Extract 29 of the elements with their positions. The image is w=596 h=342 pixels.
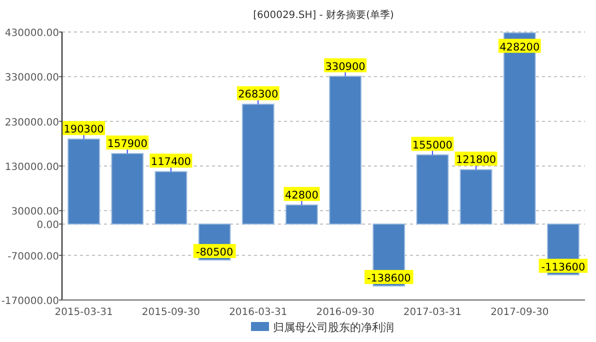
- ytick: -170000.00: [1, 296, 59, 307]
- title: [600029.SH] - 财务摘要(单季): [253, 10, 394, 21]
- xtick: 2016-09-30: [316, 307, 374, 318]
- ytick: -70000.00: [8, 251, 59, 262]
- xtick: 2015-09-30: [142, 307, 200, 318]
- data-label: -80500: [196, 246, 234, 259]
- ytick: 430000.00: [4, 28, 59, 39]
- data-label: 330900: [325, 60, 366, 73]
- legend-label: 归属母公司股东的净利润: [273, 321, 394, 334]
- data-label: 117400: [150, 156, 191, 168]
- ytick: 130000.00: [4, 162, 59, 173]
- ytick: 30000.00: [11, 206, 59, 218]
- legend: 归属母公司股东的净利润: [251, 321, 394, 334]
- data-label: -138600: [366, 272, 411, 284]
- ytick: 230000.00: [4, 117, 59, 128]
- data-label: 155000: [412, 139, 452, 152]
- ytick: 0.00: [36, 220, 59, 232]
- data-label: 190300: [64, 124, 104, 136]
- xtick: 2015-03-31: [54, 307, 113, 318]
- ytick: 330000.00: [4, 72, 59, 84]
- data-label: 42800: [285, 189, 318, 202]
- xtick: 2016-03-31: [229, 307, 288, 318]
- data-label: 428200: [500, 41, 540, 54]
- data-label: -113600: [541, 261, 586, 274]
- xtick: 2017-03-31: [403, 307, 462, 318]
- xtick: 2017-09-30: [490, 307, 549, 318]
- data-label: 157900: [107, 138, 148, 150]
- data-label: 121800: [456, 154, 496, 166]
- data-label: 268300: [238, 88, 278, 101]
